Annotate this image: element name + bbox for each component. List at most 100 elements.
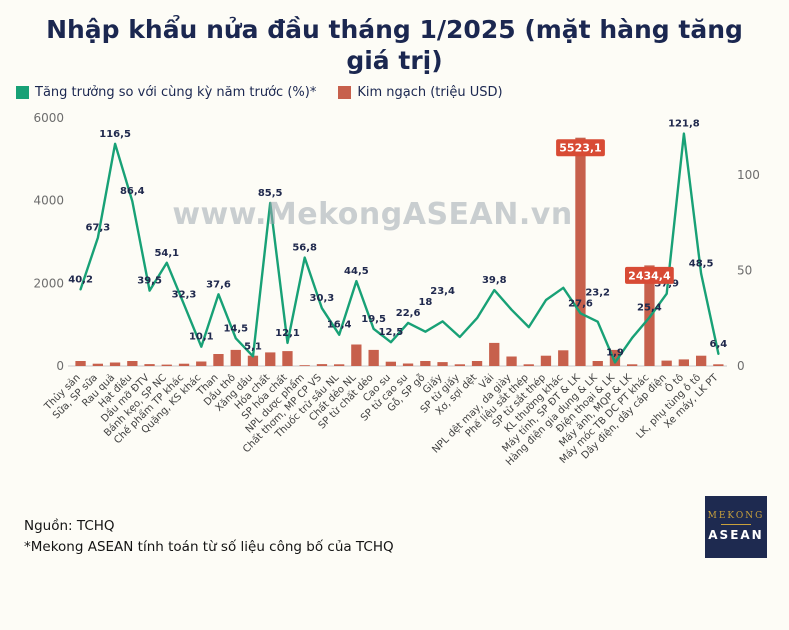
legend-item-growth: Tăng trưởng so với cùng kỳ năm trước (%)… xyxy=(16,85,316,100)
bar-label-text: 2434,4 xyxy=(628,269,671,282)
svg-text:6,4: 6,4 xyxy=(710,338,728,349)
svg-text:19,5: 19,5 xyxy=(361,313,386,324)
bar xyxy=(282,350,293,366)
growth-series-swatch xyxy=(16,85,29,99)
right-axis-ticks: 0 50 100 xyxy=(737,168,760,373)
svg-text:54,1: 54,1 xyxy=(154,247,179,258)
chart-area: 0 2000 4000 6000 0 50 100 Thủy sản Sữa, SP sữa Ra… xyxy=(20,102,769,496)
bar xyxy=(247,355,259,366)
logo-divider xyxy=(721,524,751,525)
svg-text:22,6: 22,6 xyxy=(396,307,421,318)
legend: Tăng trưởng so với cùng kỳ năm trước (%)… xyxy=(16,85,789,100)
svg-text:12,1: 12,1 xyxy=(275,327,300,338)
turnover-series-label: Kim ngạch (triệu USD) xyxy=(357,84,503,100)
growth-series-label: Tăng trưởng so với cùng kỳ năm trước (%)… xyxy=(35,84,317,100)
svg-text:6000: 6000 xyxy=(33,111,64,125)
svg-text:12,5: 12,5 xyxy=(379,327,404,338)
svg-text:56,8: 56,8 xyxy=(292,242,317,253)
svg-text:37,9: 37,9 xyxy=(654,278,679,289)
bar xyxy=(402,363,414,366)
source-text: Nguồn: TCHQ xyxy=(24,517,115,534)
bar xyxy=(127,360,138,366)
page: Nhập khẩu nửa đầu tháng 1/2025 (mặt hàng… xyxy=(0,14,789,630)
bar xyxy=(592,360,603,366)
bar xyxy=(144,363,155,366)
chart-title: Nhập khẩu nửa đầu tháng 1/2025 (mặt hàng… xyxy=(46,15,743,76)
bar xyxy=(558,349,569,366)
svg-text:44,5: 44,5 xyxy=(344,266,369,277)
svg-text:39,8: 39,8 xyxy=(482,275,507,286)
svg-text:85,5: 85,5 xyxy=(258,187,283,198)
bar xyxy=(523,363,534,366)
svg-text:0: 0 xyxy=(56,359,64,373)
logo-text-mekong: MEKONG xyxy=(707,511,765,521)
footer: Nguồn: TCHQ *Mekong ASEAN tính toán từ s… xyxy=(24,495,767,558)
bar-value-labels: 5523,1 2434,4 xyxy=(556,138,674,284)
logo-text-asean: ASEAN xyxy=(708,528,764,542)
svg-text:100: 100 xyxy=(737,168,760,182)
svg-text:5,1: 5,1 xyxy=(244,341,262,352)
svg-text:67,3: 67,3 xyxy=(86,222,111,233)
bar xyxy=(265,351,276,366)
bar xyxy=(696,355,707,366)
turnover-series-swatch xyxy=(338,85,352,99)
svg-text:39,5: 39,5 xyxy=(137,275,162,286)
svg-text:16,4: 16,4 xyxy=(327,319,352,330)
bar xyxy=(334,363,345,366)
svg-text:48,5: 48,5 xyxy=(689,258,714,269)
svg-text:18: 18 xyxy=(418,296,432,307)
svg-text:37,6: 37,6 xyxy=(206,279,231,290)
svg-text:86,4: 86,4 xyxy=(120,186,145,197)
bar xyxy=(627,363,638,366)
bar xyxy=(661,360,672,366)
bar xyxy=(506,356,517,366)
svg-text:25,4: 25,4 xyxy=(637,302,662,313)
svg-text:4000: 4000 xyxy=(33,193,64,207)
svg-text:1,9: 1,9 xyxy=(606,347,624,358)
source-note: *Mekong ASEAN tính toán từ số liệu công … xyxy=(24,538,394,555)
svg-text:27,6: 27,6 xyxy=(568,298,593,309)
bar xyxy=(678,358,689,366)
point-labels: 40,2 67,3 116,5 86,4 39,5 54,1 32,3 10,1 37,6 14,… xyxy=(68,118,727,358)
bar xyxy=(575,137,586,366)
bar xyxy=(75,360,86,366)
svg-text:14,5: 14,5 xyxy=(223,323,248,334)
svg-text:23,4: 23,4 xyxy=(430,285,455,296)
bar xyxy=(161,364,172,366)
bar xyxy=(609,349,621,366)
bar xyxy=(471,360,483,366)
bar xyxy=(196,361,207,366)
bar xyxy=(368,349,379,366)
bar-label-box xyxy=(556,138,605,156)
bar xyxy=(454,363,465,366)
svg-text:23,2: 23,2 xyxy=(585,287,610,298)
bar xyxy=(713,363,724,366)
mekong-asean-logo: MEKONG ASEAN xyxy=(705,495,767,558)
source-block: Nguồn: TCHQ *Mekong ASEAN tính toán từ s… xyxy=(24,516,394,558)
bar xyxy=(385,361,396,366)
bar xyxy=(489,342,500,366)
svg-text:32,3: 32,3 xyxy=(172,289,197,300)
line-series xyxy=(79,131,720,364)
bar xyxy=(299,364,310,366)
svg-text:2000: 2000 xyxy=(33,276,64,290)
svg-text:40,2: 40,2 xyxy=(68,274,93,285)
svg-text:116,5: 116,5 xyxy=(99,128,131,139)
svg-text:50: 50 xyxy=(737,263,752,277)
bar xyxy=(92,363,103,366)
bar xyxy=(420,360,431,366)
bar xyxy=(316,363,328,366)
bar xyxy=(213,353,224,366)
bar xyxy=(178,363,190,366)
bar xyxy=(230,349,241,366)
bar xyxy=(540,355,552,366)
bar xyxy=(109,362,121,366)
svg-text:121,8: 121,8 xyxy=(668,118,700,129)
svg-text:30,3: 30,3 xyxy=(310,293,335,304)
bar xyxy=(437,361,448,366)
bar-label-text: 5523,1 xyxy=(559,141,601,154)
legend-item-turnover: Kim ngạch (triệu USD) xyxy=(338,84,503,100)
bar xyxy=(351,344,362,366)
